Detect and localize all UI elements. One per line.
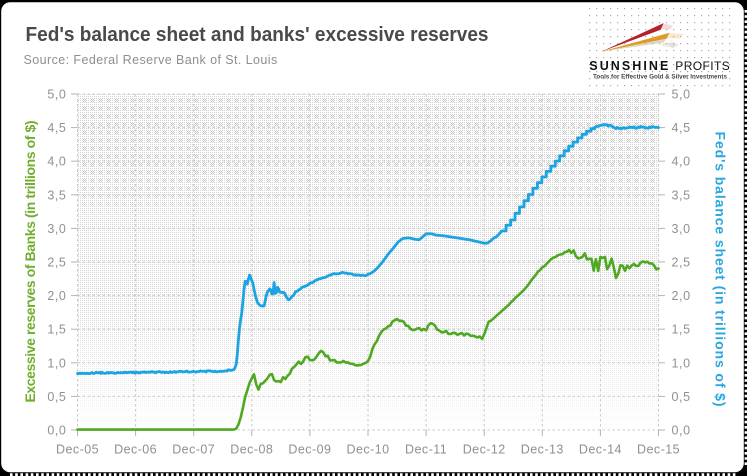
svg-text:Dec-13: Dec-13 <box>521 443 564 457</box>
svg-text:Fed's balance sheet and banks': Fed's balance sheet and banks' excessive… <box>26 24 489 46</box>
svg-text:Dec-15: Dec-15 <box>637 443 680 457</box>
svg-text:Tools for Effective Gold & Sil: Tools for Effective Gold & Silver Invest… <box>593 74 727 81</box>
svg-text:Dec-12: Dec-12 <box>463 443 506 457</box>
svg-text:Dec-07: Dec-07 <box>172 443 215 457</box>
svg-text:3,5: 3,5 <box>672 188 691 202</box>
svg-text:5,0: 5,0 <box>47 88 66 102</box>
svg-text:0,0: 0,0 <box>47 424 66 438</box>
svg-text:Dec-14: Dec-14 <box>579 443 622 457</box>
svg-text:Dec-10: Dec-10 <box>347 443 390 457</box>
svg-text:1,0: 1,0 <box>672 356 691 370</box>
svg-text:3,0: 3,0 <box>47 222 66 236</box>
svg-text:5,0: 5,0 <box>672 88 691 102</box>
svg-text:0,0: 0,0 <box>672 424 691 438</box>
svg-text:2,0: 2,0 <box>47 289 66 303</box>
svg-text:1,5: 1,5 <box>672 323 691 337</box>
svg-text:1,5: 1,5 <box>47 323 66 337</box>
svg-text:Fed's balance sheet (in trilli: Fed's balance sheet (in trillions of $) <box>713 132 729 407</box>
svg-text:0,5: 0,5 <box>672 390 691 404</box>
svg-text:3,0: 3,0 <box>672 222 691 236</box>
svg-text:PROFITS: PROFITS <box>675 59 730 73</box>
svg-text:4,5: 4,5 <box>672 121 691 135</box>
svg-text:3,5: 3,5 <box>47 188 66 202</box>
svg-text:Excessive reserves of Banks (i: Excessive reserves of Banks (in trillion… <box>22 121 38 403</box>
svg-text:2,5: 2,5 <box>672 256 691 270</box>
svg-text:1,0: 1,0 <box>47 356 66 370</box>
svg-text:4,0: 4,0 <box>672 155 691 169</box>
svg-text:2,0: 2,0 <box>672 289 691 303</box>
svg-text:4,0: 4,0 <box>47 155 66 169</box>
svg-text:Dec-06: Dec-06 <box>114 443 157 457</box>
svg-text:Dec-05: Dec-05 <box>56 443 99 457</box>
svg-text:2,5: 2,5 <box>47 256 66 270</box>
svg-text:0,5: 0,5 <box>47 390 66 404</box>
svg-text:SUNSHINE: SUNSHINE <box>589 59 668 73</box>
svg-text:Dec-08: Dec-08 <box>230 443 273 457</box>
svg-text:Source: Federal Reserve Bank o: Source: Federal Reserve Bank of St. Loui… <box>24 53 278 67</box>
svg-text:Dec-09: Dec-09 <box>288 443 331 457</box>
svg-text:4,5: 4,5 <box>47 121 66 135</box>
svg-text:Dec-11: Dec-11 <box>405 443 447 457</box>
